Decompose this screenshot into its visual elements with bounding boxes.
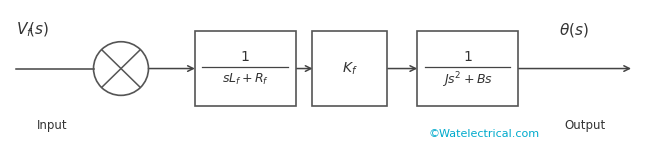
Bar bbox=[417, 31, 518, 106]
Text: $sL_f + R_f$: $sL_f + R_f$ bbox=[222, 72, 269, 87]
Text: $K_f$: $K_f$ bbox=[342, 60, 358, 77]
Bar bbox=[313, 31, 387, 106]
Text: Input: Input bbox=[37, 119, 67, 132]
Text: $\theta(s)$: $\theta(s)$ bbox=[559, 21, 589, 39]
Text: 1: 1 bbox=[463, 50, 472, 64]
Text: 1: 1 bbox=[241, 50, 250, 64]
Bar bbox=[195, 31, 296, 106]
Text: Output: Output bbox=[564, 119, 606, 132]
Text: ©Watelectrical.com: ©Watelectrical.com bbox=[428, 129, 540, 139]
Text: $Js^2 + Bs$: $Js^2 + Bs$ bbox=[442, 70, 493, 90]
Text: $V_f\!(s)$: $V_f\!(s)$ bbox=[16, 21, 49, 39]
